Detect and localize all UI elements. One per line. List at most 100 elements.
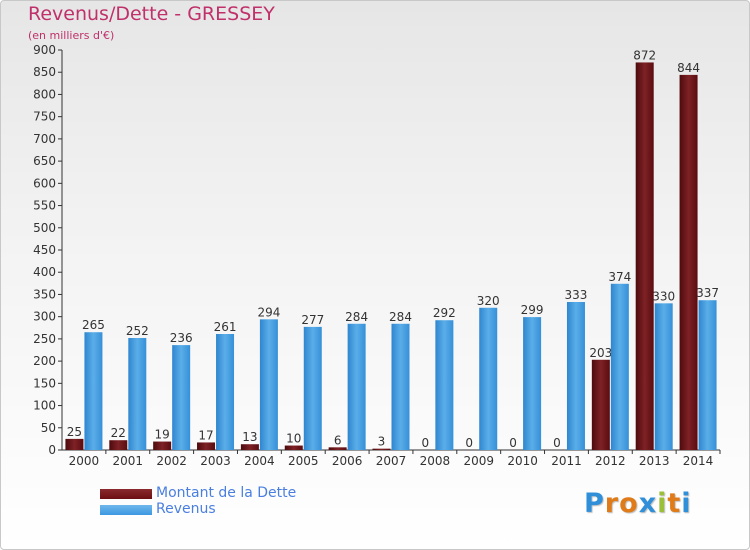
y-tick-label: 700 [33, 132, 56, 146]
y-tick-label: 100 [33, 399, 56, 413]
logo-letter: x [638, 488, 658, 519]
x-tick-label: 2007 [376, 454, 407, 468]
data-label-dette: 0 [465, 436, 473, 450]
data-label-revenus: 277 [301, 313, 324, 327]
bar-dette [65, 438, 84, 450]
y-tick-label: 600 [33, 176, 56, 190]
bar-revenus [654, 303, 673, 450]
bar-dette [679, 74, 698, 450]
x-tick-label: 2002 [156, 454, 187, 468]
data-label-revenus: 337 [696, 286, 719, 300]
logo-letter: t [667, 488, 682, 519]
bar-revenus [84, 332, 103, 450]
x-tick-label: 2000 [69, 454, 100, 468]
x-tick-label: 2004 [244, 454, 275, 468]
bar-revenus [216, 334, 235, 450]
x-tick-label: 2008 [420, 454, 451, 468]
legend-label-dette: Montant de la Dette [156, 485, 297, 501]
legend-swatch-revenus [100, 505, 152, 515]
y-tick-label: 900 [33, 43, 56, 57]
logo-letter: r [604, 488, 620, 519]
data-label-dette: 0 [553, 436, 561, 450]
logo-letter: i [681, 488, 692, 519]
bar-revenus [523, 317, 542, 450]
data-label-revenus: 299 [521, 303, 544, 317]
bar-dette [284, 445, 303, 450]
bar-revenus [128, 338, 147, 450]
y-tick-label: 500 [33, 221, 56, 235]
y-tick-label: 850 [33, 65, 56, 79]
y-tick-label: 800 [33, 87, 56, 101]
data-label-revenus: 261 [214, 320, 237, 334]
bar-revenus [435, 320, 454, 450]
bar-revenus [303, 326, 322, 450]
data-label-revenus: 284 [389, 310, 412, 324]
bar-revenus [566, 302, 585, 450]
data-label-dette: 25 [67, 425, 82, 439]
data-label-revenus: 292 [433, 306, 456, 320]
y-tick-label: 450 [33, 243, 56, 257]
y-tick-label: 350 [33, 287, 56, 301]
y-tick-label: 0 [48, 443, 56, 457]
bar-dette [372, 448, 391, 450]
bar-revenus [347, 323, 366, 450]
data-label-revenus: 284 [345, 310, 368, 324]
data-label-revenus: 294 [257, 305, 280, 319]
data-label-revenus: 320 [477, 294, 500, 308]
x-tick-label: 2011 [551, 454, 582, 468]
x-tick-label: 2009 [463, 454, 494, 468]
x-tick-label: 2001 [113, 454, 144, 468]
data-label-revenus: 236 [170, 331, 193, 345]
bar-revenus [479, 307, 498, 450]
data-label-dette: 17 [198, 428, 213, 442]
data-label-revenus: 252 [126, 324, 149, 338]
bar-dette [197, 442, 216, 450]
x-tick-label: 2003 [200, 454, 231, 468]
bar-dette [591, 359, 610, 450]
bar-dette [153, 441, 172, 450]
bar-revenus [172, 345, 191, 450]
bar-revenus [259, 319, 278, 450]
bar-dette [635, 62, 654, 450]
y-tick-label: 50 [41, 421, 56, 435]
data-label-dette: 13 [242, 430, 257, 444]
data-label-dette: 203 [589, 346, 612, 360]
bar-revenus [391, 323, 410, 450]
data-label-dette: 22 [111, 426, 126, 440]
legend-swatch-dette [100, 489, 152, 499]
x-tick-label: 2010 [507, 454, 538, 468]
data-label-dette: 3 [378, 435, 386, 449]
y-tick-label: 400 [33, 265, 56, 279]
data-label-dette: 872 [633, 48, 656, 62]
data-label-revenus: 265 [82, 318, 105, 332]
bar-revenus [610, 283, 629, 450]
data-label-dette: 19 [155, 428, 170, 442]
y-tick-label: 750 [33, 110, 56, 124]
y-tick-label: 150 [33, 376, 56, 390]
proxiti-logo: Proxiti [584, 488, 692, 519]
y-tick-label: 250 [33, 332, 56, 346]
data-label-dette: 0 [509, 436, 517, 450]
y-tick-label: 200 [33, 354, 56, 368]
chart-title: Revenus/Dette - GRESSEY [28, 3, 275, 25]
data-label-dette: 844 [677, 61, 700, 75]
logo-letter: P [584, 488, 605, 519]
data-label-dette: 0 [422, 436, 430, 450]
y-tick-label: 650 [33, 154, 56, 168]
x-tick-label: 2013 [639, 454, 670, 468]
data-label-revenus: 330 [652, 289, 675, 303]
bar-dette [240, 444, 259, 450]
data-label-dette: 6 [334, 433, 342, 447]
data-label-revenus: 374 [608, 270, 631, 284]
legend-label-revenus: Revenus [156, 501, 216, 517]
logo-letter: i [657, 488, 668, 519]
y-tick-label: 300 [33, 310, 56, 324]
data-label-dette: 10 [286, 432, 301, 446]
bar-dette [328, 447, 347, 450]
data-label-revenus: 333 [565, 288, 588, 302]
bar-revenus [698, 300, 717, 450]
y-tick-label: 550 [33, 199, 56, 213]
bar-dette [109, 440, 128, 450]
x-tick-label: 2014 [683, 454, 714, 468]
